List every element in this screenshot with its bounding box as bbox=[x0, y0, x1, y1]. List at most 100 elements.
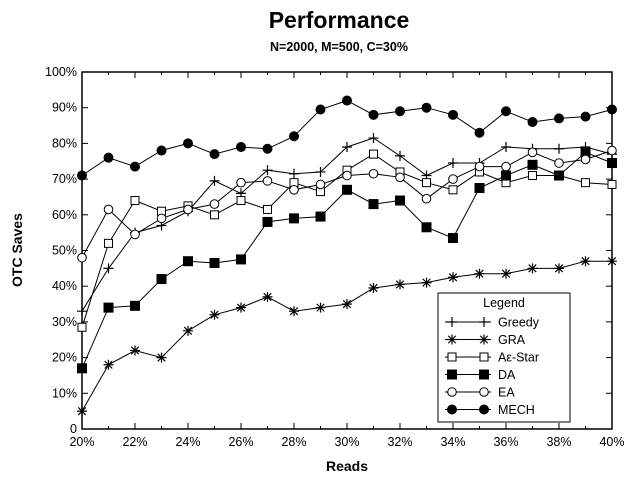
legend-marker bbox=[447, 352, 457, 362]
y-tick-label: 100% bbox=[45, 65, 77, 79]
x-tick-label: 34% bbox=[440, 435, 465, 449]
point-greedy bbox=[368, 133, 379, 144]
chart-subtitle: N=2000, M=500, C=30% bbox=[270, 40, 408, 54]
point-da bbox=[421, 222, 432, 233]
legend-item-gra: GRA bbox=[445, 333, 526, 347]
point-ea bbox=[183, 204, 193, 215]
point-a-star bbox=[448, 185, 458, 195]
point-greedy bbox=[209, 175, 220, 186]
y-tick-label: 40% bbox=[52, 279, 77, 293]
legend-item-greedy: Greedy bbox=[445, 316, 540, 330]
legend-marker bbox=[479, 352, 489, 362]
y-tick-label: 50% bbox=[52, 244, 77, 258]
chart-title: Performance bbox=[269, 7, 410, 33]
point-gra bbox=[448, 272, 458, 283]
point-mech bbox=[527, 116, 538, 127]
point-a-star bbox=[236, 196, 246, 206]
point-ea bbox=[209, 199, 220, 209]
point-mech bbox=[474, 127, 485, 138]
x-tick-label: 20% bbox=[69, 435, 94, 449]
x-tick-label: 30% bbox=[334, 435, 359, 449]
point-greedy bbox=[315, 166, 326, 177]
point-da bbox=[156, 274, 167, 285]
point-a-star bbox=[77, 322, 87, 332]
point-gra bbox=[554, 263, 564, 274]
x-tick-label: 28% bbox=[281, 435, 306, 449]
point-ea bbox=[156, 213, 167, 224]
point-mech bbox=[368, 109, 379, 120]
y-axis-label: OTC Saves bbox=[9, 213, 25, 287]
legend-marker bbox=[479, 334, 489, 345]
point-ea bbox=[448, 174, 458, 184]
legend-item-da: DA bbox=[445, 368, 516, 382]
point-gra bbox=[368, 282, 379, 293]
point-ea bbox=[77, 252, 87, 263]
point-mech bbox=[77, 170, 87, 181]
point-mech bbox=[607, 104, 617, 115]
point-da bbox=[554, 170, 564, 181]
point-da bbox=[501, 170, 511, 181]
legend-label: DA bbox=[498, 368, 516, 382]
y-tick-label: 20% bbox=[52, 351, 77, 365]
point-ea bbox=[527, 147, 538, 158]
point-gra bbox=[209, 309, 220, 320]
series-mech bbox=[77, 95, 617, 181]
point-da bbox=[474, 183, 485, 194]
legend-item-ea: EA bbox=[445, 386, 515, 400]
point-ea bbox=[130, 229, 140, 240]
point-gra bbox=[315, 302, 326, 313]
series-layer bbox=[77, 95, 617, 417]
legend-item-mech: MECH bbox=[445, 403, 535, 417]
point-a-star bbox=[369, 149, 378, 159]
legend-item-a-star: Aε-Star bbox=[445, 351, 539, 365]
point-gra bbox=[103, 359, 114, 370]
point-da bbox=[209, 257, 220, 268]
point-gra bbox=[501, 268, 511, 279]
point-ea bbox=[342, 170, 352, 181]
x-tick-label: 36% bbox=[493, 435, 518, 449]
point-gra bbox=[421, 277, 432, 288]
point-ea bbox=[103, 204, 114, 215]
point-da bbox=[130, 300, 140, 311]
point-mech bbox=[580, 111, 591, 122]
point-ea bbox=[607, 145, 617, 156]
point-da bbox=[77, 363, 87, 374]
point-ea bbox=[289, 185, 299, 195]
point-mech bbox=[342, 95, 352, 106]
y-tick-label: 10% bbox=[52, 386, 77, 400]
point-a-star bbox=[581, 178, 590, 188]
legend-marker bbox=[447, 404, 457, 415]
legend-marker bbox=[479, 387, 489, 397]
point-da bbox=[103, 302, 114, 313]
point-ea bbox=[580, 154, 591, 165]
point-ea bbox=[315, 179, 326, 190]
legend-label: Greedy bbox=[498, 316, 540, 330]
point-greedy bbox=[342, 141, 352, 152]
point-da bbox=[236, 254, 246, 265]
legend-label: MECH bbox=[498, 403, 535, 417]
x-axis-label: Reads bbox=[326, 458, 368, 474]
point-greedy bbox=[448, 158, 458, 169]
point-mech bbox=[236, 141, 246, 152]
point-da bbox=[368, 199, 379, 210]
point-da bbox=[315, 211, 326, 222]
point-a-star bbox=[210, 210, 219, 220]
series-da bbox=[77, 147, 617, 374]
x-tick-label: 26% bbox=[228, 435, 253, 449]
point-a-star bbox=[130, 196, 140, 206]
point-greedy bbox=[77, 306, 87, 317]
point-mech bbox=[130, 161, 140, 172]
point-gra bbox=[395, 279, 405, 290]
legend-marker bbox=[447, 369, 457, 380]
point-mech bbox=[209, 149, 220, 160]
series-gra bbox=[77, 256, 617, 417]
point-gra bbox=[474, 268, 485, 279]
point-gra bbox=[183, 325, 193, 336]
point-ea bbox=[554, 158, 564, 168]
x-tick-label: 32% bbox=[387, 435, 412, 449]
point-mech bbox=[448, 109, 458, 120]
point-gra bbox=[289, 306, 299, 317]
point-gra bbox=[527, 263, 538, 274]
point-ea bbox=[421, 193, 432, 204]
point-greedy bbox=[289, 168, 299, 179]
